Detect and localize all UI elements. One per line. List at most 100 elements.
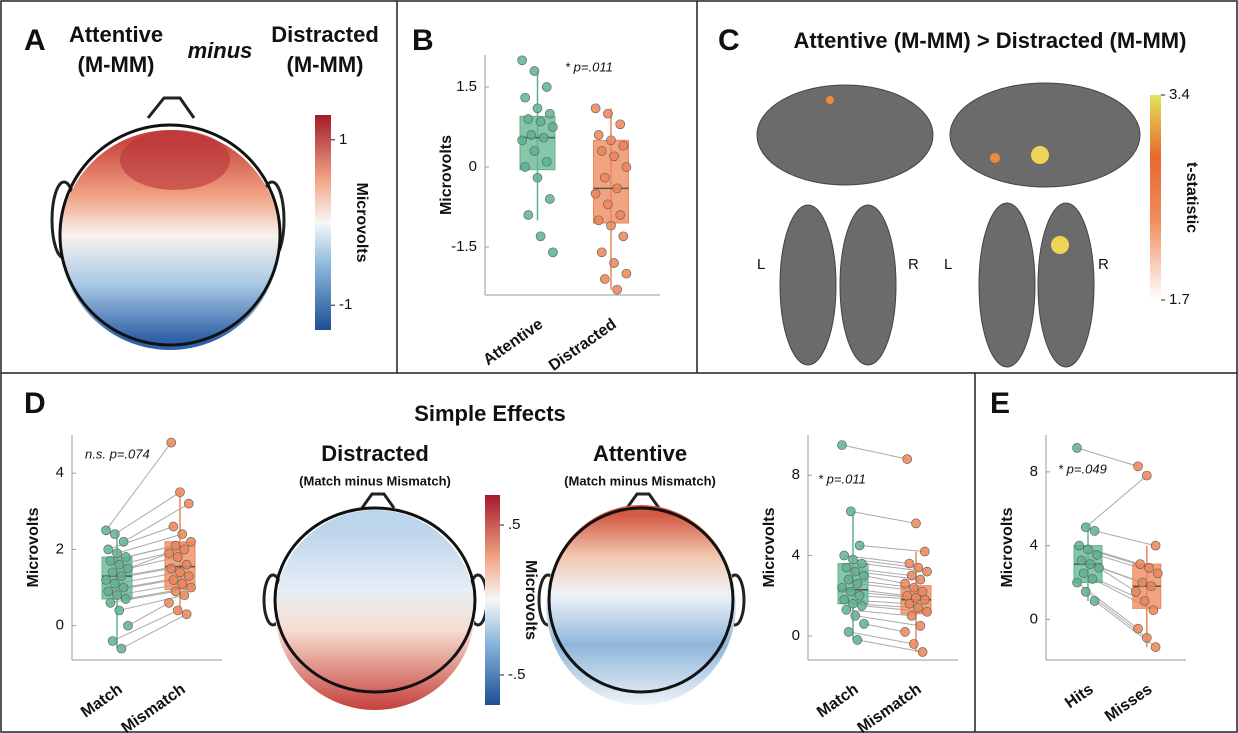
data-point bbox=[1083, 544, 1093, 555]
data-point bbox=[915, 620, 926, 631]
data-point bbox=[1087, 574, 1098, 584]
title: (M-MM) bbox=[78, 52, 155, 77]
data-point bbox=[1085, 559, 1096, 569]
data-point bbox=[186, 536, 196, 547]
colorbar-tick-label: 1.7 bbox=[1169, 291, 1190, 308]
data-point bbox=[590, 103, 601, 114]
data-point bbox=[848, 554, 858, 565]
data-point bbox=[856, 558, 867, 569]
data-point bbox=[1130, 586, 1141, 597]
data-point bbox=[120, 552, 131, 562]
annotation: * p=.011 bbox=[565, 59, 613, 74]
data-point bbox=[618, 231, 629, 242]
colorbar-label: t-statistic bbox=[1183, 162, 1200, 233]
title: Attentive bbox=[69, 22, 163, 47]
x-tick-label: Attentive bbox=[480, 316, 546, 369]
pair-line bbox=[848, 631, 914, 645]
colorbar-tick-label: 1 bbox=[339, 131, 347, 148]
colorbar bbox=[315, 115, 331, 330]
brain-renderings bbox=[756, 82, 1141, 368]
data-point bbox=[1094, 562, 1104, 573]
data-point bbox=[123, 620, 133, 631]
data-point bbox=[606, 220, 616, 231]
data-point bbox=[1133, 461, 1143, 472]
data-point bbox=[526, 130, 537, 140]
pair-line bbox=[841, 444, 908, 460]
pair-line bbox=[108, 526, 174, 550]
data-point bbox=[615, 119, 626, 130]
data-point bbox=[841, 562, 852, 573]
data-point bbox=[859, 618, 869, 629]
data-point bbox=[541, 82, 552, 92]
title: Attentive (M-MM) > Distracted (M-MM) bbox=[794, 28, 1187, 53]
data-point bbox=[596, 247, 607, 258]
pair-line bbox=[114, 491, 181, 535]
data-point bbox=[1150, 540, 1161, 551]
y-tick-label: 4 bbox=[1030, 537, 1038, 554]
data-point bbox=[917, 647, 928, 657]
data-point bbox=[922, 566, 932, 577]
data-point bbox=[181, 559, 192, 570]
data-point bbox=[1148, 605, 1159, 616]
data-point bbox=[852, 635, 863, 645]
data-point bbox=[904, 558, 915, 569]
data-point bbox=[118, 536, 129, 547]
data-point bbox=[913, 562, 924, 573]
title: (M-MM) bbox=[287, 52, 364, 77]
panel-label: B bbox=[412, 24, 434, 57]
colorbar-label: Microvolts bbox=[522, 560, 539, 640]
pair-line bbox=[855, 615, 921, 627]
pair-line bbox=[105, 442, 172, 531]
annotation: n.s. p=.074 bbox=[85, 446, 150, 461]
pair-line bbox=[112, 609, 179, 642]
data-point bbox=[166, 563, 177, 574]
data-point bbox=[859, 570, 869, 581]
data-point bbox=[529, 146, 540, 156]
data-point bbox=[523, 114, 534, 124]
data-point bbox=[1141, 633, 1152, 643]
x-tick-label: Misses bbox=[1102, 681, 1156, 726]
data-point bbox=[612, 183, 623, 194]
pair-line bbox=[116, 533, 183, 554]
data-point bbox=[532, 103, 543, 114]
data-point bbox=[1089, 596, 1100, 606]
pair-line bbox=[857, 639, 923, 653]
data-point bbox=[114, 605, 125, 616]
data-point bbox=[599, 274, 610, 284]
data-point bbox=[186, 582, 196, 593]
data-point bbox=[170, 540, 181, 551]
data-point bbox=[105, 597, 116, 608]
data-point bbox=[179, 590, 190, 601]
data-point bbox=[168, 575, 179, 585]
data-point bbox=[517, 135, 527, 146]
data-point bbox=[1152, 568, 1163, 579]
colorbar-tick-label: -.5 bbox=[508, 666, 526, 683]
data-point bbox=[183, 571, 194, 581]
data-point bbox=[177, 578, 188, 589]
data-point bbox=[1089, 526, 1100, 536]
data-point bbox=[535, 116, 546, 127]
title: minus bbox=[188, 38, 253, 63]
data-point bbox=[103, 586, 114, 597]
data-point bbox=[596, 146, 607, 156]
data-point bbox=[621, 162, 632, 172]
data-point bbox=[172, 552, 183, 562]
topomap bbox=[50, 96, 286, 350]
y-tick-label: 8 bbox=[1030, 463, 1038, 480]
topo-subtitle: (Match minus Mismatch) bbox=[564, 473, 716, 488]
pair-line bbox=[123, 503, 190, 543]
data-point bbox=[103, 544, 114, 555]
data-point bbox=[548, 247, 558, 258]
data-point bbox=[1137, 577, 1148, 588]
pair-line bbox=[863, 575, 906, 585]
data-point bbox=[177, 529, 188, 540]
data-point bbox=[618, 140, 629, 151]
hemisphere-label: R bbox=[908, 256, 919, 273]
data-point bbox=[609, 258, 619, 268]
data-point bbox=[1078, 568, 1089, 579]
data-point bbox=[902, 590, 913, 601]
data-point bbox=[118, 582, 129, 593]
y-axis-label: Microvolts bbox=[438, 135, 455, 215]
panel-label: C bbox=[718, 24, 740, 57]
data-point bbox=[1133, 623, 1143, 634]
